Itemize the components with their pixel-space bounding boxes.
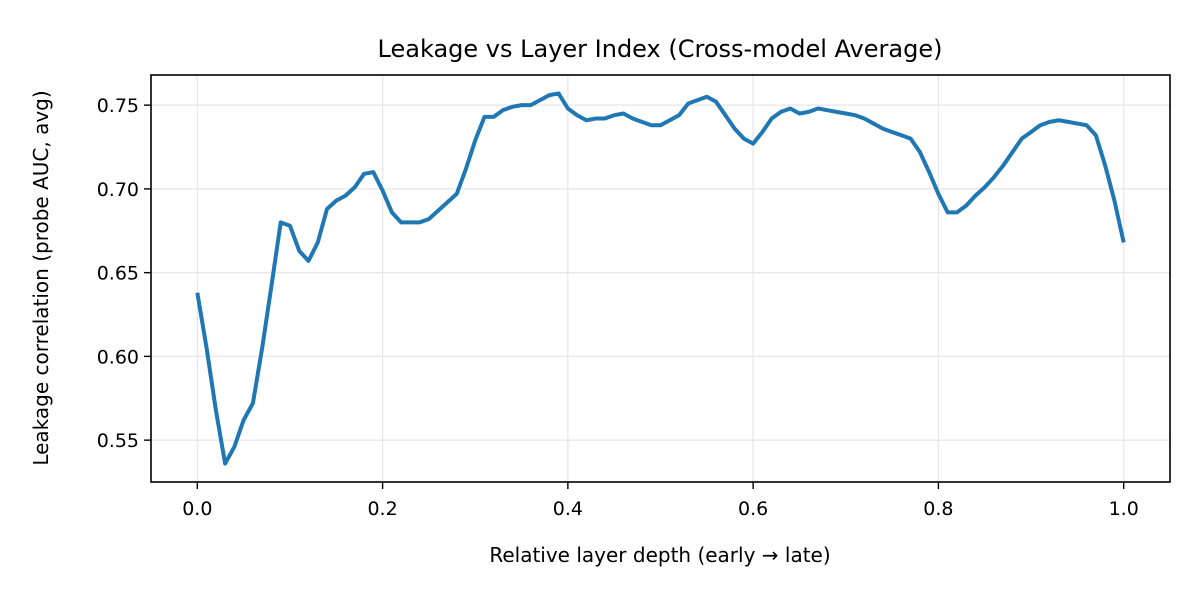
chart-title: Leakage vs Layer Index (Cross-model Aver… xyxy=(378,35,943,63)
y-tick-label: 0.60 xyxy=(97,346,139,368)
x-tick-label: 0.8 xyxy=(923,498,953,520)
x-axis-label: Relative layer depth (early → late) xyxy=(489,543,830,567)
plot-frame xyxy=(150,74,1171,483)
y-axis: 0.55 0.60 0.65 0.70 0.75 xyxy=(97,95,151,452)
x-tick-label: 0.4 xyxy=(553,498,583,520)
y-tick-label: 0.70 xyxy=(97,179,139,201)
x-tick-label: 1.0 xyxy=(1109,498,1139,520)
y-axis-label: Leakage correlation (probe AUC, avg) xyxy=(29,90,53,465)
x-tick-label: 0.6 xyxy=(738,498,768,520)
y-tick-label: 0.55 xyxy=(97,430,139,452)
y-tick-label: 0.65 xyxy=(97,263,139,285)
x-tick-label: 0.2 xyxy=(367,498,397,520)
x-axis: 0.0 0.2 0.4 0.6 0.8 1.0 xyxy=(182,482,1139,520)
series-line xyxy=(195,91,1126,466)
y-tick-label: 0.75 xyxy=(97,95,139,117)
series-layer xyxy=(195,91,1126,466)
grid xyxy=(151,75,1170,482)
x-tick-label: 0.0 xyxy=(182,498,212,520)
